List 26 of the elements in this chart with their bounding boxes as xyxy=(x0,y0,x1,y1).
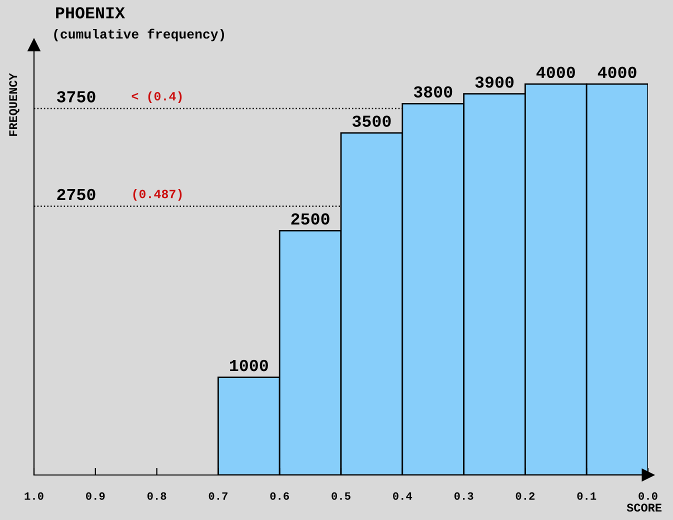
chart-title: PHOENIX xyxy=(56,7,126,18)
x-tick-label: 1.0 xyxy=(24,492,44,500)
x-tick-label: 0.3 xyxy=(454,492,474,500)
x-tick-label: 0.1 xyxy=(577,492,596,500)
x-axis-title: SCORE xyxy=(626,504,662,512)
data-label: 4000 xyxy=(598,66,636,78)
data-label: 1000 xyxy=(230,360,268,372)
data-label: 3500 xyxy=(352,116,391,127)
data-label: 2500 xyxy=(291,213,330,225)
x-tick-label: 0.5 xyxy=(332,492,350,500)
annotation: (0.487) xyxy=(133,189,182,201)
x-tick-label: 0.8 xyxy=(147,492,166,500)
y-axis-title: FREQUENCY xyxy=(9,73,20,136)
x-tick-label: 0.0 xyxy=(638,492,658,500)
x-tick-label: 0.6 xyxy=(270,492,289,500)
chart-subtitle: (cumulative frequency) xyxy=(54,28,224,42)
ref-line-label: 2750 xyxy=(57,188,96,200)
annotation: < (0.4) xyxy=(132,91,182,103)
x-tick-label: 0.7 xyxy=(208,492,228,500)
x-tick-label: 0.9 xyxy=(86,492,105,500)
x-tick-label: 0.2 xyxy=(516,492,535,500)
data-label: 3800 xyxy=(414,86,452,98)
data-label: 4000 xyxy=(536,66,575,78)
ref-line-label: 3750 xyxy=(56,91,96,102)
data-label: 3900 xyxy=(475,76,514,88)
x-tick-label: 0.4 xyxy=(393,492,412,500)
